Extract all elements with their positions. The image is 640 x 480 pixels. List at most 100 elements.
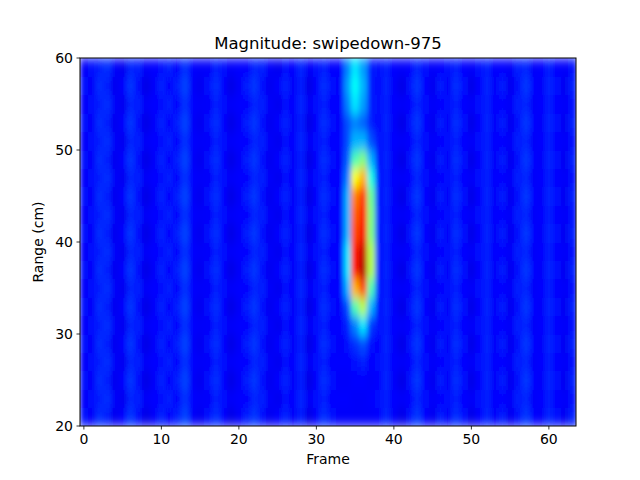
heatmap-cell: [483, 352, 491, 371]
heatmap-cell: [351, 389, 359, 408]
heatmap-cell: [142, 168, 150, 187]
heatmap-cell: [158, 279, 166, 298]
heatmap-cell: [227, 205, 235, 224]
heatmap-cell: [568, 113, 576, 132]
heatmap-cell: [103, 408, 111, 426]
heatmap-cell: [499, 76, 507, 95]
heatmap-cell: [553, 316, 561, 335]
heatmap-cell: [367, 132, 375, 151]
heatmap-cell: [328, 95, 336, 114]
heatmap-cell: [375, 260, 383, 279]
heatmap-cell: [514, 224, 522, 243]
heatmap-cell: [413, 371, 421, 390]
x-tick: [161, 426, 162, 430]
chart-svg: 01020304050602030405060Magnitude: swiped…: [0, 0, 640, 480]
heatmap-cell: [530, 260, 538, 279]
heatmap-cell: [251, 279, 259, 298]
heatmap-cell: [568, 260, 576, 279]
heatmap-cell: [375, 168, 383, 187]
heatmap-cell: [344, 297, 352, 316]
heatmap-cell: [119, 58, 127, 77]
heatmap-cell: [204, 316, 212, 335]
heatmap-cell: [196, 408, 204, 426]
heatmap-cell: [297, 334, 305, 353]
heatmap-cell: [444, 389, 452, 408]
heatmap-cell: [429, 279, 437, 298]
heatmap-cell: [568, 242, 576, 261]
heatmap-cell: [204, 260, 212, 279]
heatmap-cell: [390, 389, 398, 408]
heatmap-cell: [220, 150, 228, 169]
heatmap-cell: [460, 187, 468, 206]
heatmap-cell: [320, 316, 328, 335]
heatmap-cell: [320, 334, 328, 353]
heatmap-cell: [344, 260, 352, 279]
heatmap-cell: [173, 297, 181, 316]
heatmap-cell: [421, 224, 429, 243]
heatmap-cell: [282, 95, 290, 114]
heatmap-cell: [80, 76, 88, 95]
heatmap-cell: [398, 187, 406, 206]
heatmap-cell: [522, 352, 530, 371]
heatmap-cell: [297, 132, 305, 151]
heatmap-cell: [258, 224, 266, 243]
heatmap-cell: [406, 408, 414, 426]
heatmap-cell: [111, 205, 119, 224]
heatmap-cell: [243, 76, 251, 95]
heatmap-cell: [313, 371, 321, 390]
heatmap-cell: [196, 224, 204, 243]
heatmap-cell: [537, 113, 545, 132]
heatmap-cell: [537, 389, 545, 408]
heatmap-cell: [545, 242, 553, 261]
heatmap-cell: [127, 76, 135, 95]
heatmap-cell: [406, 316, 414, 335]
heatmap-cell: [421, 334, 429, 353]
heatmap-cell: [212, 224, 220, 243]
heatmap-cell: [243, 150, 251, 169]
heatmap-cell: [561, 205, 569, 224]
heatmap-cell: [460, 58, 468, 77]
y-tick-label: 60: [55, 50, 73, 66]
heatmap-cell: [320, 352, 328, 371]
heatmap-cell: [514, 150, 522, 169]
heatmap-cell: [460, 352, 468, 371]
heatmap-cell: [119, 113, 127, 132]
heatmap-cell: [344, 150, 352, 169]
heatmap-cell: [545, 224, 553, 243]
heatmap-cell: [522, 76, 530, 95]
heatmap-cell: [483, 297, 491, 316]
heatmap-cell: [514, 132, 522, 151]
heatmap-cell: [530, 150, 538, 169]
heatmap-cell: [344, 352, 352, 371]
heatmap-cell: [344, 132, 352, 151]
heatmap-cell: [499, 389, 507, 408]
heatmap-cell: [235, 187, 243, 206]
heatmap-cell: [173, 95, 181, 114]
heatmap-cell: [491, 168, 499, 187]
heatmap-cell: [212, 371, 220, 390]
heatmap-cell: [80, 58, 88, 77]
heatmap-cell: [561, 58, 569, 77]
heatmap-cell: [305, 95, 313, 114]
heatmap-cell: [530, 224, 538, 243]
x-tick-label: 40: [385, 431, 403, 447]
heatmap-cell: [297, 389, 305, 408]
heatmap-cell: [491, 187, 499, 206]
heatmap-cell: [406, 242, 414, 261]
heatmap-cell: [96, 168, 104, 187]
heatmap-cell: [80, 132, 88, 151]
heatmap-cell: [96, 371, 104, 390]
heatmap-cell: [305, 242, 313, 261]
heatmap-cell: [336, 279, 344, 298]
heatmap-cell: [460, 150, 468, 169]
heatmap-cell: [274, 205, 282, 224]
heatmap-cell: [282, 224, 290, 243]
heatmap-cell: [460, 168, 468, 187]
heatmap-cell: [499, 205, 507, 224]
heatmap-cell: [367, 279, 375, 298]
heatmap-cell: [165, 316, 173, 335]
x-tick-label: 0: [79, 431, 88, 447]
heatmap-cell: [313, 389, 321, 408]
heatmap-cell: [266, 205, 274, 224]
heatmap-cell: [243, 132, 251, 151]
